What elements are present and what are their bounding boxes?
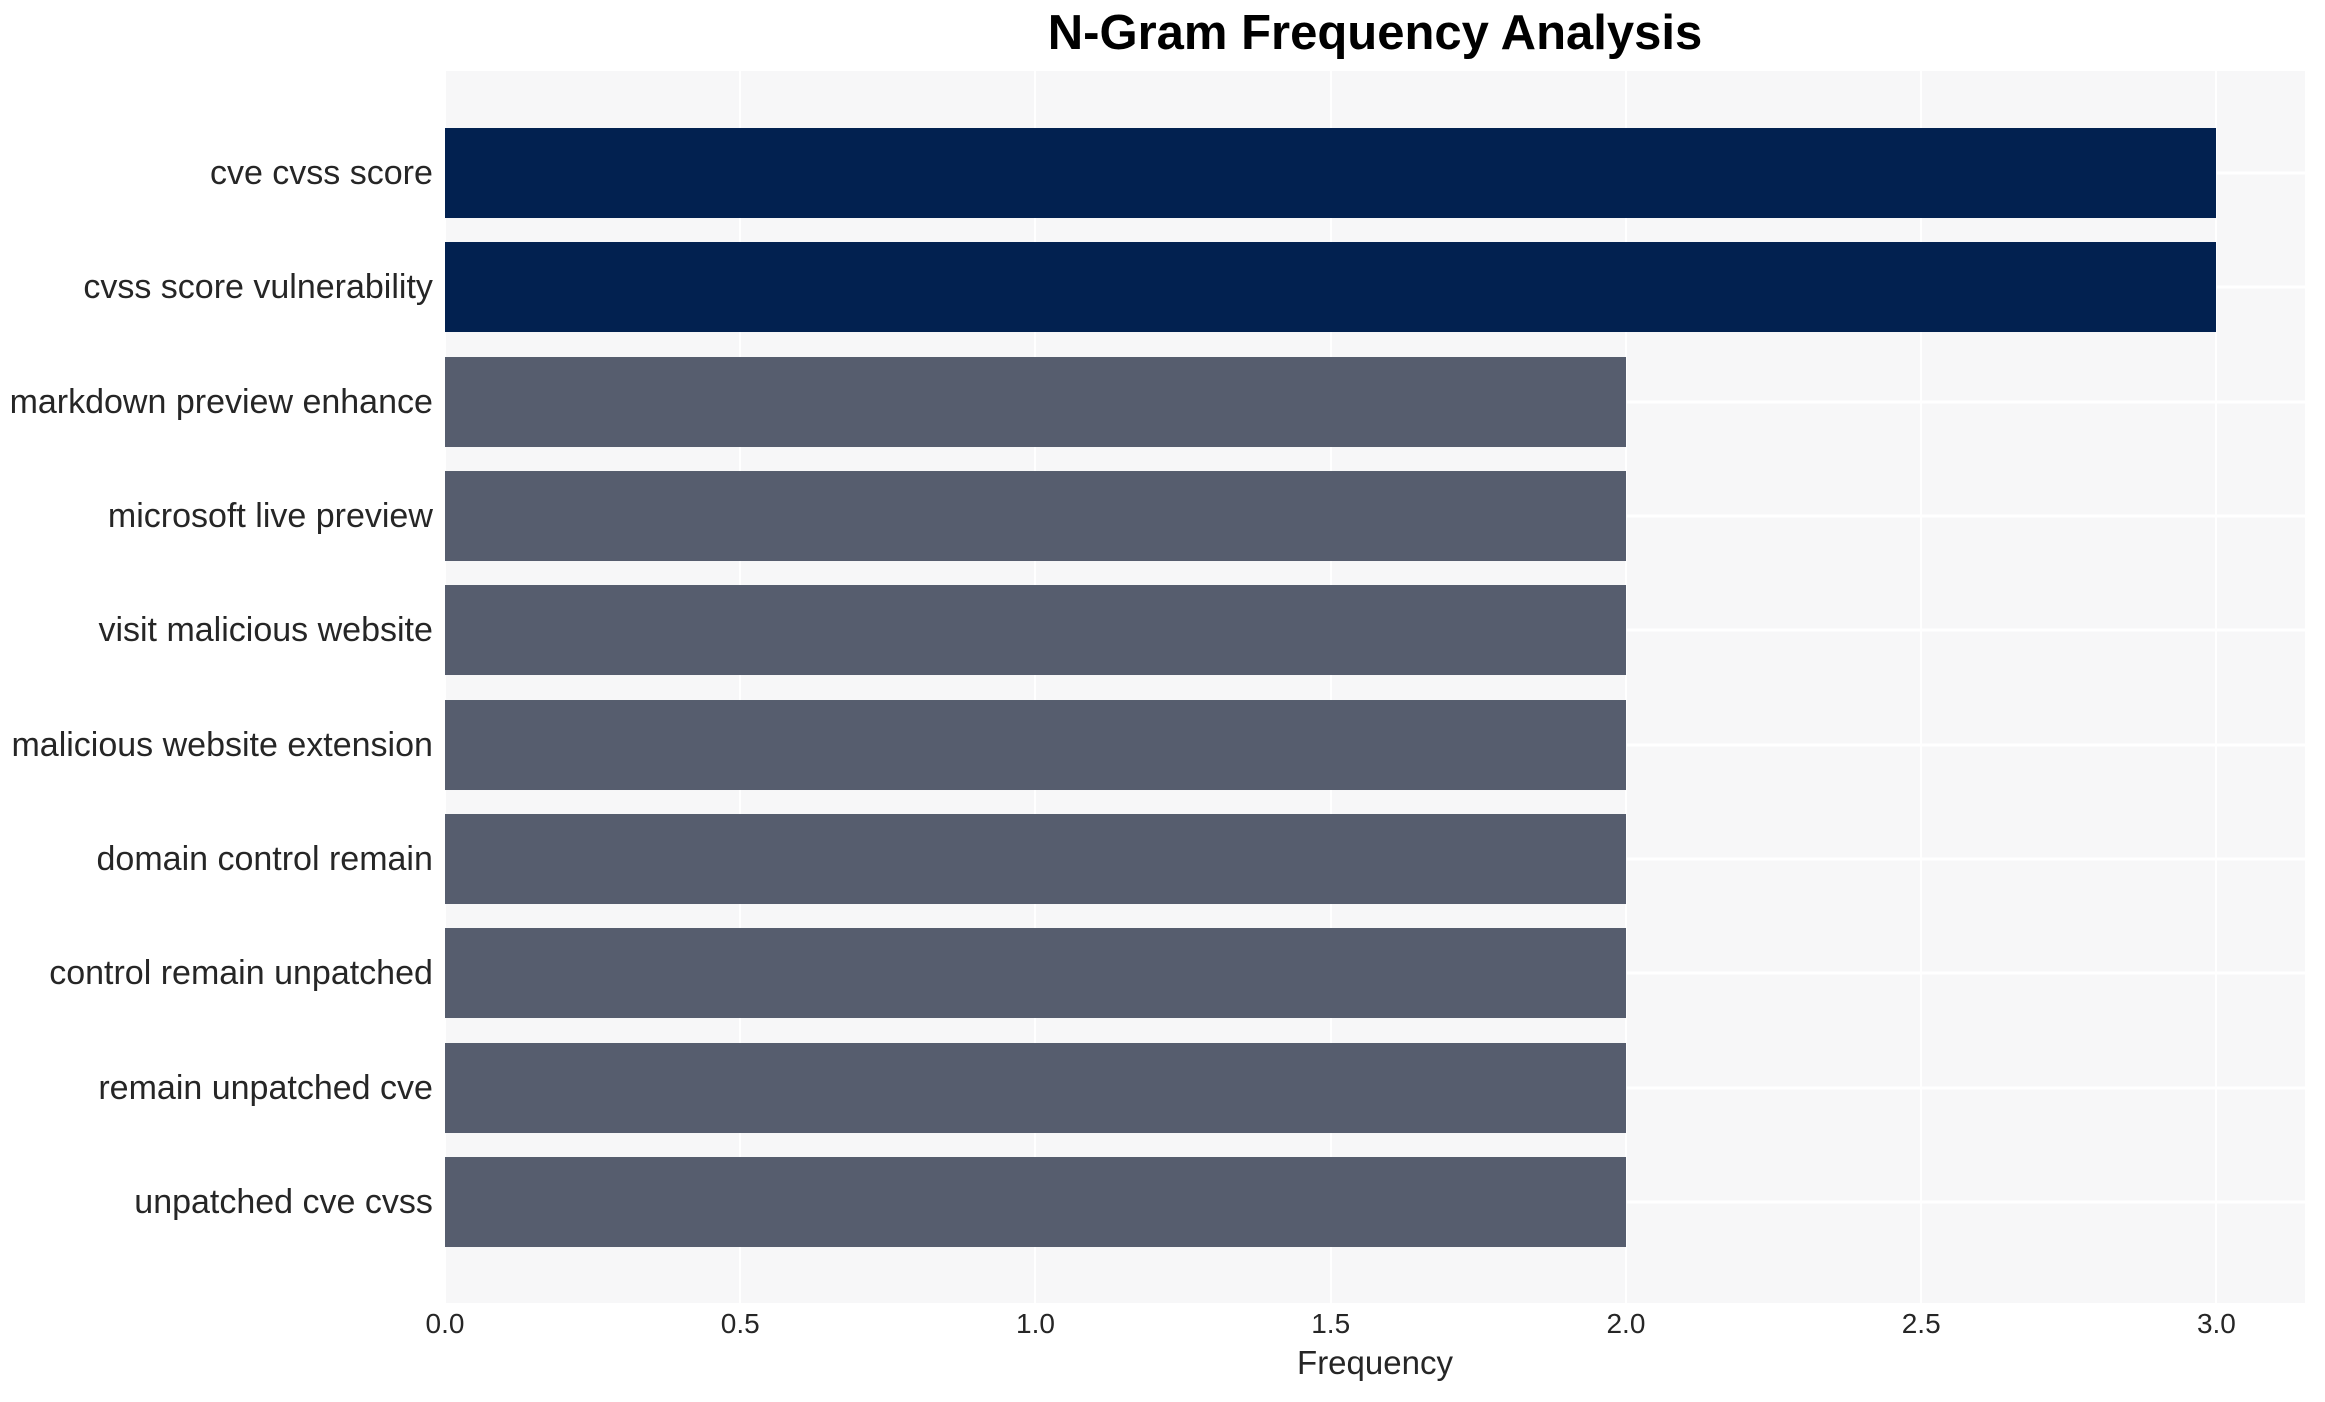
bar-visit-malicious-website [445,585,1626,676]
vertical-gridline [1329,70,1332,1303]
plot-area [444,70,2305,1303]
y-axis-label: control remain unpatched [49,954,433,993]
bar-cvss-score-vulnerability [445,242,2217,333]
y-axis-label: domain control remain [96,839,433,878]
bar-remain-unpatched-cve [445,1042,1626,1133]
bar-unpatched-cve-cvss [445,1156,1626,1247]
vertical-gridline [1920,70,1923,1303]
vertical-gridline [1034,70,1037,1303]
x-tick-label: 2.0 [1606,1308,1646,1340]
vertical-gridline [739,70,742,1303]
y-axis-labels: cve cvss score cvss score vulnerability ma… [0,71,433,1303]
chart-title: N-Gram Frequency Analysis [1047,6,1703,60]
x-tick-label: 1.5 [1311,1308,1351,1340]
x-tick-label: 0.0 [425,1308,465,1340]
x-tick-label: 3.0 [2196,1308,2236,1340]
y-axis-label: unpatched cve cvss [134,1182,433,1221]
bar-microsoft-live-preview [445,470,1626,561]
x-axis-ticks: 0.0 0.5 1.0 1.5 2.0 2.5 3.0 [426,1308,2305,1340]
x-tick-label: 1.0 [1016,1308,1055,1340]
y-axis-label: malicious website extension [11,725,433,764]
y-axis-label: cvss score vulnerability [83,268,433,307]
vertical-gridline [444,70,446,1303]
y-axis-label: microsoft live preview [107,496,433,535]
vertical-gridline [1624,70,1627,1303]
bar-control-remain-unpatched [445,928,1626,1019]
y-axis-label: visit malicious website [98,611,433,650]
y-axis-label: cve cvss score [209,153,433,192]
x-tick-label: 0.5 [720,1308,760,1340]
vertical-gridline [2215,70,2218,1303]
bar-domain-control-remain [445,813,1626,904]
y-axis-label: markdown preview enhance [9,382,433,421]
bar-malicious-website-extension [445,699,1626,790]
y-axis-label: remain unpatched cve [98,1068,433,1107]
x-tick-label: 2.5 [1901,1308,1941,1340]
x-axis-title: Frequency [1297,1343,1453,1381]
bar-cve-cvss-score [445,127,2217,218]
bar-markdown-preview-enhance [445,356,1626,447]
